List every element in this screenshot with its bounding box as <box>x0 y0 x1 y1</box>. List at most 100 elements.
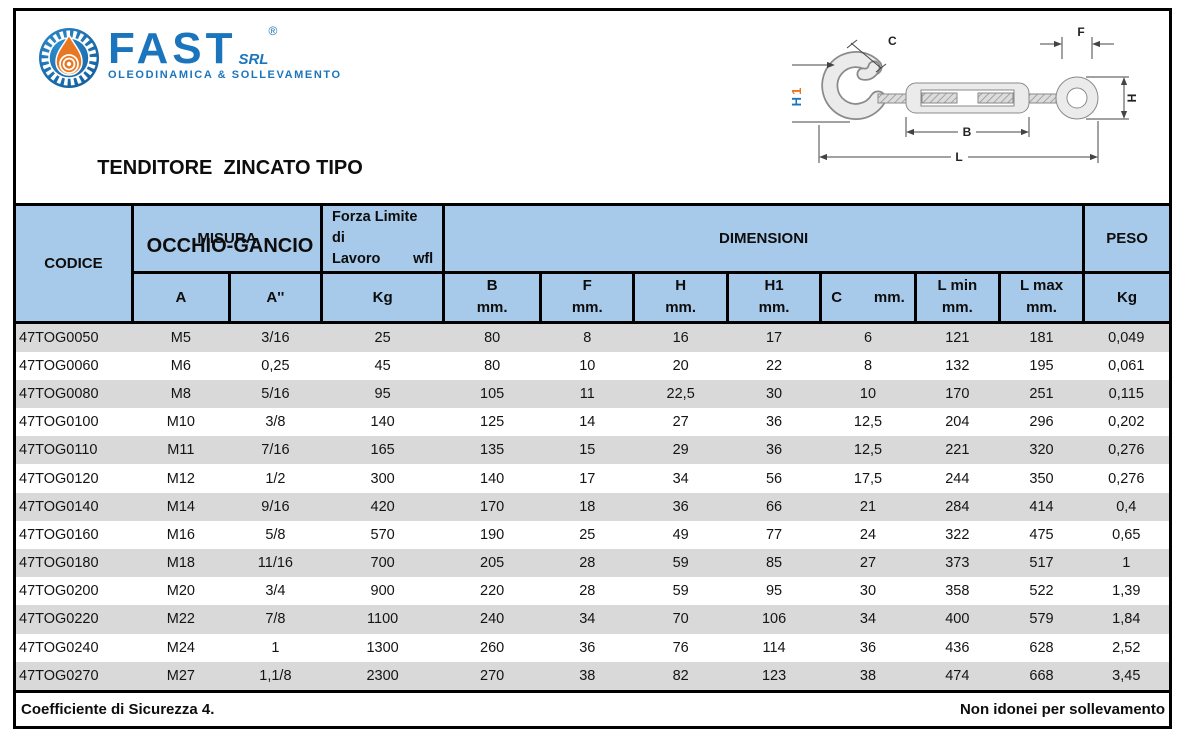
label-h1: H1 <box>789 88 804 107</box>
value-cell: 400 <box>915 605 1000 634</box>
value-cell: 414 <box>999 492 1084 521</box>
value-cell: M14 <box>132 492 230 521</box>
dimension-h <box>1086 76 1129 120</box>
value-cell: 0,049 <box>1083 322 1169 352</box>
value-cell: 70 <box>633 605 728 634</box>
value-cell: 0,202 <box>1083 408 1169 437</box>
registered-mark: ® <box>268 24 278 38</box>
value-cell: 1300 <box>321 633 444 662</box>
code-cell: 47TOG0270 <box>16 661 133 692</box>
code-cell: 47TOG0110 <box>16 436 133 465</box>
code-cell: 47TOG0060 <box>16 351 133 380</box>
value-cell: 517 <box>999 549 1084 578</box>
subheader-kg: Kg <box>320 270 446 324</box>
value-cell: 114 <box>727 633 821 662</box>
table-body: 47TOG0050 M5 3/16 25 80 8 16 17 6 121 181 0,049 47TO… <box>16 322 1169 692</box>
value-cell: 49 <box>633 520 728 549</box>
code-cell: 47TOG0160 <box>16 520 133 549</box>
page-header: FAST SRL ® OLEODINAMICA & SOLLEVAMENTO T… <box>16 11 1169 257</box>
value-cell: 27 <box>820 549 916 578</box>
value-cell: 474 <box>915 661 1000 692</box>
value-cell: 0,4 <box>1083 492 1169 521</box>
value-cell: 28 <box>540 577 634 606</box>
value-cell: 3/4 <box>229 577 322 606</box>
header-dimensioni: DIMENSIONI <box>442 206 1086 274</box>
value-cell: 260 <box>443 633 541 662</box>
value-cell: 45 <box>321 351 444 380</box>
value-cell: 205 <box>443 549 541 578</box>
value-cell: 36 <box>727 436 821 465</box>
value-cell: 284 <box>915 492 1000 521</box>
header-wfl: Forza Limite di Lavoro wfl <box>320 206 446 274</box>
value-cell: M10 <box>132 408 230 437</box>
value-cell: 0,115 <box>1083 379 1169 409</box>
code-cell: 47TOG0100 <box>16 408 133 437</box>
dimension-c <box>846 39 887 73</box>
value-cell: 300 <box>321 464 444 493</box>
value-cell: 3,45 <box>1083 661 1169 692</box>
label-c: C <box>888 34 897 48</box>
code-cell: 47TOG0180 <box>16 549 133 578</box>
value-cell: 12,5 <box>820 436 916 465</box>
logo-text: FAST SRL ® OLEODINAMICA & SOLLEVAMENTO <box>108 24 342 82</box>
value-cell: 121 <box>915 322 1000 352</box>
code-cell: 47TOG0080 <box>16 379 133 409</box>
value-cell: 0,65 <box>1083 520 1169 549</box>
turnbuckle-body <box>905 82 1030 114</box>
value-cell: 20 <box>633 351 728 380</box>
table-row: 47TOG0180 M18 11/16 700 205 28 59 85 27 373 517 1 <box>16 549 1169 578</box>
code-cell: 47TOG0140 <box>16 492 133 521</box>
value-cell: 140 <box>443 464 541 493</box>
value-cell: 66 <box>727 492 821 521</box>
value-cell: M18 <box>132 549 230 578</box>
table-row: 47TOG0080 M8 5/16 95 105 11 22,5 30 10 170 251 0,11… <box>16 379 1169 409</box>
value-cell: 95 <box>321 379 444 409</box>
value-cell: 85 <box>727 549 821 578</box>
code-cell: 47TOG0120 <box>16 464 133 493</box>
value-cell: 420 <box>321 492 444 521</box>
value-cell: 0,276 <box>1083 464 1169 493</box>
right-threaded-rod <box>1028 93 1057 104</box>
value-cell: 170 <box>915 379 1000 409</box>
table-row: 47TOG0100 M10 3/8 140 125 14 27 36 12,5 204 296 0,2… <box>16 408 1169 437</box>
value-cell: 12,5 <box>820 408 916 437</box>
value-cell: 296 <box>999 408 1084 437</box>
title-line-2: OCCHIO-GANCIO <box>146 235 314 257</box>
value-cell: M12 <box>132 464 230 493</box>
header-peso: PESO <box>1082 206 1169 274</box>
value-cell: 1 <box>229 633 322 662</box>
value-cell: 17 <box>540 464 634 493</box>
table-row: 47TOG0160 M16 5/8 570 190 25 49 77 24 322 475 0,65 <box>16 520 1169 549</box>
value-cell: 24 <box>820 520 916 549</box>
value-cell: 28 <box>540 549 634 578</box>
value-cell: 30 <box>727 379 821 409</box>
code-cell: 47TOG0050 <box>16 322 133 352</box>
value-cell: 0,276 <box>1083 436 1169 465</box>
value-cell: 2300 <box>321 661 444 692</box>
value-cell: 59 <box>633 549 728 578</box>
value-cell: 123 <box>727 661 821 692</box>
subheader-lmin: L min mm. <box>913 270 1001 324</box>
value-cell: 6 <box>820 322 916 352</box>
value-cell: 105 <box>443 379 541 409</box>
table-row: 47TOG0060 M6 0,25 45 80 10 20 22 8 132 195 0,061 <box>16 351 1169 380</box>
value-cell: 14 <box>540 408 634 437</box>
value-cell: M11 <box>132 436 230 465</box>
table-footer: Coefficiente di Sicurezza 4. Non idonei … <box>16 690 1169 726</box>
value-cell: 17 <box>727 322 821 352</box>
label-f: F <box>1077 25 1084 39</box>
value-cell: 95 <box>727 577 821 606</box>
title-line-1: TENDITORE ZINCATO TIPO <box>97 157 363 179</box>
value-cell: 240 <box>443 605 541 634</box>
value-cell: 8 <box>820 351 916 380</box>
value-cell: 106 <box>727 605 821 634</box>
value-cell: 668 <box>999 661 1084 692</box>
value-cell: 0,25 <box>229 351 322 380</box>
hook-shape <box>821 51 887 120</box>
brand-tagline: OLEODINAMICA & SOLLEVAMENTO <box>108 69 342 82</box>
value-cell: 0,061 <box>1083 351 1169 380</box>
value-cell: 34 <box>633 464 728 493</box>
value-cell: 3/16 <box>229 322 322 352</box>
label-l: L <box>955 150 962 164</box>
